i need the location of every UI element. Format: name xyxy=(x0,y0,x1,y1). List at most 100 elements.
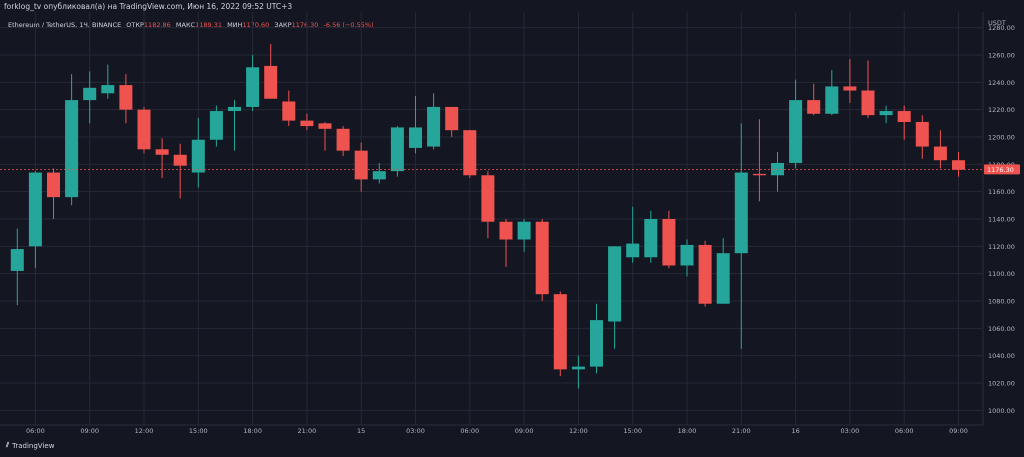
candle[interactable] xyxy=(137,106,151,154)
candle-body xyxy=(119,85,133,110)
candle[interactable] xyxy=(789,79,803,169)
candle-body xyxy=(626,243,640,258)
candle[interactable] xyxy=(734,123,748,349)
candle[interactable] xyxy=(571,355,585,389)
candle[interactable] xyxy=(608,246,622,349)
candle[interactable] xyxy=(318,121,332,151)
x-tick-label: 21:00 xyxy=(732,427,751,435)
candle-body xyxy=(752,173,766,176)
candle-body xyxy=(10,249,24,271)
candle[interactable] xyxy=(101,64,115,99)
candle-body xyxy=(137,109,151,150)
change-value: -6.56 (−0.55%) xyxy=(323,21,374,29)
candle[interactable] xyxy=(499,219,513,267)
candle[interactable] xyxy=(535,219,549,301)
candle[interactable] xyxy=(517,219,531,252)
candle-body xyxy=(680,244,694,266)
candle[interactable] xyxy=(228,100,241,151)
candle-body xyxy=(155,149,169,155)
candle[interactable] xyxy=(445,106,459,137)
candle[interactable] xyxy=(28,171,42,269)
candle[interactable] xyxy=(861,60,875,118)
candle-body xyxy=(734,172,748,254)
candle[interactable] xyxy=(282,90,296,127)
y-tick-label: 1020.00 xyxy=(988,380,1015,388)
candle[interactable] xyxy=(119,74,133,124)
candle[interactable] xyxy=(354,142,368,192)
x-tick-label: 09:00 xyxy=(80,427,99,435)
candle[interactable] xyxy=(209,105,223,147)
x-tick-label: 03:00 xyxy=(841,427,860,435)
y-tick-label: 1100.00 xyxy=(988,270,1015,278)
candle[interactable] xyxy=(427,93,441,150)
candle[interactable] xyxy=(481,171,495,239)
y-tick-label: 1120.00 xyxy=(988,243,1015,251)
candle[interactable] xyxy=(897,105,911,140)
candle-body xyxy=(246,67,260,107)
candle[interactable] xyxy=(590,303,603,374)
low-value: 1170.60 xyxy=(242,21,270,29)
candle[interactable] xyxy=(10,228,24,306)
candle[interactable] xyxy=(807,83,821,116)
candle[interactable] xyxy=(644,210,658,263)
candle[interactable] xyxy=(409,96,422,154)
y-tick-label: 1240.00 xyxy=(988,79,1015,87)
candle[interactable] xyxy=(300,113,314,131)
candle[interactable] xyxy=(933,130,947,169)
candle-body xyxy=(499,221,513,240)
candle-body xyxy=(933,146,947,161)
candle[interactable] xyxy=(771,152,784,192)
candle[interactable] xyxy=(65,74,79,206)
candle[interactable] xyxy=(626,206,640,263)
candle[interactable] xyxy=(680,239,694,277)
candle[interactable] xyxy=(879,105,893,124)
y-tick-label: 1140.00 xyxy=(988,216,1015,224)
candle[interactable] xyxy=(191,117,205,188)
candle[interactable] xyxy=(463,130,477,178)
candle[interactable] xyxy=(915,115,929,159)
candle[interactable] xyxy=(372,162,386,184)
candle[interactable] xyxy=(83,71,97,124)
candle[interactable] xyxy=(390,126,404,177)
candle[interactable] xyxy=(952,152,965,177)
candle-body xyxy=(517,221,531,240)
footer-brand[interactable]: ⫽ TradingView xyxy=(6,441,54,450)
candle[interactable] xyxy=(553,291,567,377)
candle[interactable] xyxy=(155,138,169,178)
candle[interactable] xyxy=(662,210,676,269)
candle[interactable] xyxy=(716,238,730,304)
x-tick-label: 06:00 xyxy=(26,427,45,435)
candle-body xyxy=(336,128,350,151)
candle[interactable] xyxy=(246,55,260,112)
candle-body xyxy=(28,172,42,247)
x-tick-label: 09:00 xyxy=(515,427,534,435)
y-tick-label: 1280.00 xyxy=(988,24,1015,32)
candle-body xyxy=(662,219,676,266)
ohlc-legend: Ethereum / TetherUS, 1Ч, BINANCE ОТКР118… xyxy=(8,21,374,29)
last-price-tag: 1176.30 xyxy=(984,164,1020,175)
candle-body xyxy=(481,175,495,222)
candle[interactable] xyxy=(843,59,857,103)
publisher-caption: forklog_tv опубликовал(а) на TradingView… xyxy=(4,2,293,11)
candle[interactable] xyxy=(173,143,187,199)
candle-body xyxy=(427,106,441,147)
x-tick-label: 12:00 xyxy=(569,427,588,435)
candle-body xyxy=(228,106,241,112)
candle[interactable] xyxy=(825,70,839,116)
candle-body xyxy=(191,139,205,173)
candle[interactable] xyxy=(752,119,766,202)
x-tick-label: 15:00 xyxy=(189,427,208,435)
x-tick-label: 03:00 xyxy=(406,427,425,435)
candle[interactable] xyxy=(264,44,278,99)
candle-body xyxy=(390,127,404,172)
candle-body xyxy=(300,120,314,127)
candle-body xyxy=(101,85,115,94)
candle[interactable] xyxy=(47,168,60,219)
y-tick-label: 1000.00 xyxy=(988,407,1015,415)
candle-body xyxy=(282,101,296,121)
candle[interactable] xyxy=(698,240,712,307)
symbol-label[interactable]: Ethereum / TetherUS, 1Ч, BINANCE xyxy=(8,21,122,29)
candle[interactable] xyxy=(336,126,350,157)
candle-body xyxy=(409,127,422,148)
